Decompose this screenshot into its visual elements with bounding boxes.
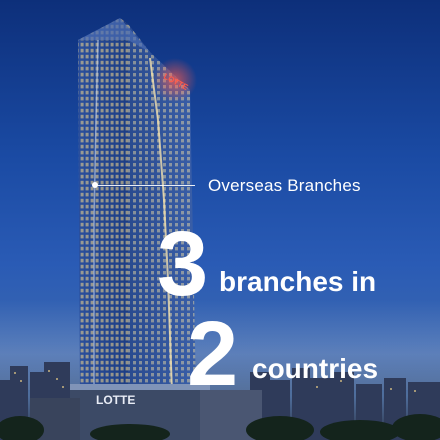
- country-text: countries: [252, 353, 379, 384]
- country-count: 2: [187, 303, 239, 405]
- callout-line: [95, 185, 195, 186]
- city-haze: [0, 300, 440, 390]
- foreground-trees: [0, 414, 440, 440]
- branch-count: 3: [157, 213, 209, 315]
- podium-sign: LOTTE: [96, 393, 135, 407]
- branch-text: branches in: [219, 266, 377, 297]
- callout-dot: [92, 182, 98, 188]
- callout-label: Overseas Branches: [208, 176, 361, 195]
- sign-glow: [153, 58, 197, 102]
